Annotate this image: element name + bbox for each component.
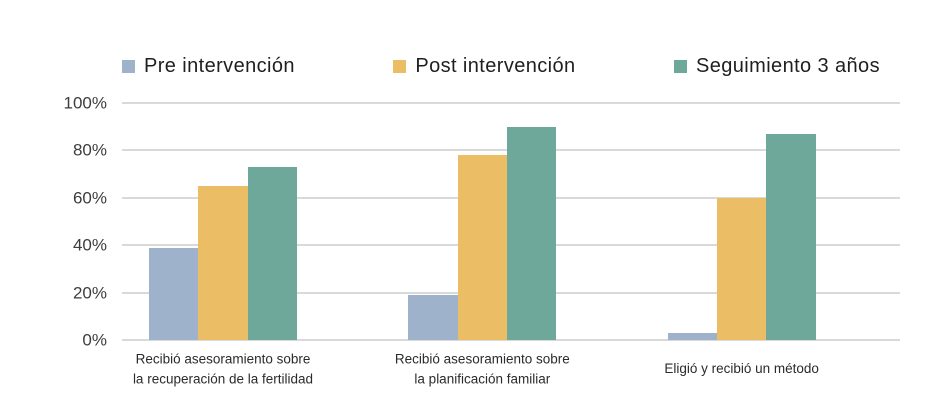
y-tick-label: 100% bbox=[63, 93, 107, 113]
legend-label: Pre intervención bbox=[144, 54, 295, 77]
bar bbox=[667, 332, 717, 340]
legend-swatch bbox=[122, 59, 135, 73]
bar bbox=[149, 247, 199, 340]
bar bbox=[247, 167, 297, 340]
legend-swatch bbox=[673, 59, 687, 73]
bar-group bbox=[149, 103, 297, 340]
legend-item: Seguimiento 3 años bbox=[673, 54, 880, 78]
bar bbox=[198, 185, 248, 340]
category-label: Recibió asesoramiento sobre la planifica… bbox=[394, 351, 570, 386]
gridline bbox=[122, 102, 900, 104]
bar-group bbox=[667, 103, 816, 340]
legend-item: Post intervención bbox=[393, 55, 575, 78]
y-tick-label: 40% bbox=[72, 235, 107, 255]
y-tick-label: 80% bbox=[72, 140, 107, 160]
plot-area bbox=[122, 102, 900, 341]
category-label: Recibió asesoramiento sobre la recuperac… bbox=[132, 351, 314, 386]
bar bbox=[716, 197, 767, 340]
gridline bbox=[122, 339, 900, 341]
bar bbox=[408, 294, 458, 340]
legend-label: Post intervención bbox=[415, 54, 576, 77]
y-tick-label: 20% bbox=[72, 283, 107, 303]
legend-swatch bbox=[393, 59, 407, 73]
bar-group bbox=[408, 103, 557, 340]
category-label: Eligió y recibió un método bbox=[664, 361, 819, 377]
bar bbox=[457, 155, 507, 340]
y-tick-label: 60% bbox=[72, 188, 107, 208]
y-axis-labels: 0% 20% 40% 60% 80% 100% bbox=[0, 95, 107, 349]
bar bbox=[506, 126, 557, 340]
legend-label: Seguimiento 3 años bbox=[695, 54, 880, 77]
y-tick-label: 0% bbox=[82, 330, 107, 350]
legend: Pre intervención Post intervención Seguimi… bbox=[122, 52, 880, 80]
legend-item: Pre intervención bbox=[122, 55, 295, 78]
x-axis-labels: Recibió asesoramiento sobre la recuperac… bbox=[122, 344, 900, 394]
bar bbox=[766, 133, 816, 340]
